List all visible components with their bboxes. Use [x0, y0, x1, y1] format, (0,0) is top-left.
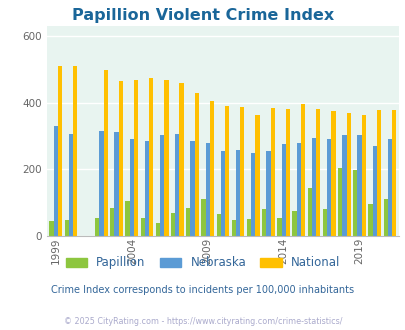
- Bar: [322, 209, 326, 236]
- Bar: [341, 136, 346, 236]
- Bar: [201, 199, 205, 236]
- Bar: [171, 213, 175, 236]
- Bar: [69, 134, 73, 236]
- Bar: [372, 146, 376, 236]
- Bar: [99, 131, 103, 236]
- Bar: [140, 218, 145, 236]
- Bar: [240, 107, 244, 236]
- Bar: [246, 219, 251, 236]
- Bar: [266, 151, 270, 236]
- Bar: [216, 214, 220, 236]
- Bar: [251, 153, 255, 236]
- Bar: [58, 66, 62, 236]
- Bar: [125, 201, 129, 236]
- Bar: [160, 135, 164, 236]
- Bar: [387, 140, 391, 236]
- Bar: [367, 204, 372, 236]
- Bar: [337, 168, 341, 236]
- Bar: [49, 221, 53, 236]
- Bar: [307, 188, 311, 236]
- Bar: [175, 134, 179, 236]
- Bar: [179, 83, 183, 236]
- Bar: [194, 93, 198, 236]
- Bar: [315, 109, 320, 236]
- Bar: [134, 80, 138, 236]
- Bar: [103, 70, 107, 236]
- Bar: [391, 110, 395, 236]
- Bar: [270, 108, 274, 236]
- Bar: [330, 111, 335, 236]
- Bar: [209, 101, 213, 236]
- Bar: [95, 218, 99, 236]
- Bar: [205, 143, 209, 236]
- Bar: [220, 151, 224, 236]
- Bar: [356, 135, 361, 236]
- Text: Crime Index corresponds to incidents per 100,000 inhabitants: Crime Index corresponds to incidents per…: [51, 285, 354, 295]
- Bar: [190, 141, 194, 236]
- Text: © 2025 CityRating.com - https://www.cityrating.com/crime-statistics/: © 2025 CityRating.com - https://www.city…: [64, 317, 341, 326]
- Bar: [277, 218, 281, 236]
- Bar: [352, 170, 356, 236]
- Bar: [255, 115, 259, 236]
- Bar: [164, 80, 168, 236]
- Bar: [149, 78, 153, 236]
- Bar: [118, 81, 123, 236]
- Bar: [281, 145, 285, 236]
- Bar: [285, 109, 289, 236]
- Bar: [383, 199, 387, 236]
- Bar: [361, 115, 365, 236]
- Bar: [53, 126, 58, 236]
- Bar: [292, 211, 296, 236]
- Bar: [296, 144, 300, 236]
- Bar: [145, 141, 149, 236]
- Bar: [224, 106, 229, 236]
- Bar: [64, 220, 69, 236]
- Bar: [185, 208, 190, 236]
- Bar: [326, 140, 330, 236]
- Bar: [156, 223, 160, 236]
- Bar: [262, 209, 266, 236]
- Bar: [311, 138, 315, 236]
- Bar: [231, 220, 235, 236]
- Bar: [376, 110, 380, 236]
- Bar: [129, 140, 134, 236]
- Bar: [73, 66, 77, 236]
- Legend: Papillion, Nebraska, National: Papillion, Nebraska, National: [61, 252, 344, 274]
- Text: Papillion Violent Crime Index: Papillion Violent Crime Index: [72, 8, 333, 23]
- Bar: [114, 132, 118, 236]
- Bar: [300, 104, 305, 236]
- Bar: [346, 113, 350, 236]
- Bar: [235, 150, 240, 236]
- Bar: [110, 208, 114, 236]
